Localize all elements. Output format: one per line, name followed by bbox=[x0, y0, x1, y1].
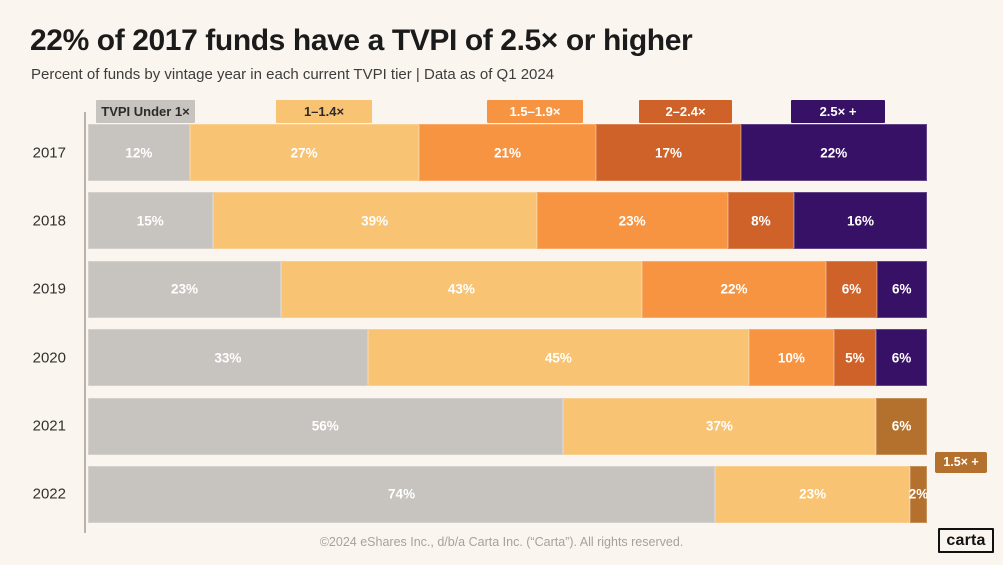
bar-segment: 6% bbox=[876, 260, 927, 318]
bar-segment: 22% bbox=[740, 124, 927, 181]
segment-value-label: 22% bbox=[820, 145, 848, 160]
year-label-2017: 2017 bbox=[32, 144, 66, 161]
segment-value-label: 43% bbox=[447, 281, 475, 297]
segment-value-label: 6% bbox=[891, 418, 912, 434]
segment-value-label: 22% bbox=[720, 281, 748, 297]
legend-chip-0: TVPI Under 1× bbox=[96, 100, 195, 123]
bar-segment: 43% bbox=[280, 260, 642, 318]
bar-segment: 27% bbox=[189, 124, 419, 181]
segment-value-label: 10% bbox=[777, 350, 805, 366]
segment-value-label: 45% bbox=[544, 350, 572, 366]
bar-segment: 2% bbox=[908, 465, 929, 523]
legend-chip-3: 2–2.4× bbox=[639, 100, 732, 123]
segment-value-label: 23% bbox=[170, 281, 198, 297]
carta-logo: carta bbox=[938, 528, 994, 553]
segment-value-label: 37% bbox=[705, 418, 733, 434]
bar-segment: 16% bbox=[794, 192, 927, 250]
copyright-footer: ©2024 eShares Inc., d/b/a Carta Inc. (“C… bbox=[319, 535, 684, 549]
segment-value-label: 15% bbox=[136, 213, 164, 229]
bar-row-2017: 2017 12% 27% 21% 17% 22% bbox=[33, 124, 927, 181]
bar-segment: 6% bbox=[876, 329, 927, 387]
bar-segment: 17% bbox=[596, 124, 741, 181]
year-label-2019: 2019 bbox=[32, 280, 66, 298]
segment-value-label: 5% bbox=[845, 350, 865, 366]
legend-chip-4: 2.5× + bbox=[791, 100, 885, 123]
bar-segment: 5% bbox=[833, 329, 877, 387]
bar-segment: 37% bbox=[562, 397, 877, 455]
bar-segment: 56% bbox=[88, 397, 563, 455]
bar-row-2022: 2022 74% 23% 2% bbox=[33, 465, 929, 523]
bar-segment: 45% bbox=[367, 329, 750, 387]
y-axis-line bbox=[84, 112, 86, 533]
bar-segment: 21% bbox=[418, 124, 597, 181]
bar-segment: 39% bbox=[212, 192, 537, 250]
legend-chip-1: 1–1.4× bbox=[276, 100, 372, 123]
segment-value-label: 33% bbox=[214, 350, 242, 366]
year-label-2021: 2021 bbox=[32, 417, 66, 435]
bar-segment: 10% bbox=[749, 329, 834, 387]
segment-value-label: 6% bbox=[841, 281, 862, 297]
bar-segment: 23% bbox=[715, 465, 911, 523]
segment-value-label: 12% bbox=[125, 145, 153, 160]
page-subtitle: Percent of funds by vintage year in each… bbox=[31, 66, 555, 83]
bar-row-2021: 2021 56% 37% 6% bbox=[33, 397, 927, 455]
legend-chip-15x-plus: 1.5× + bbox=[935, 452, 987, 473]
segment-value-label: 39% bbox=[361, 213, 389, 229]
bar-segment: 74% bbox=[88, 465, 716, 523]
segment-value-label: 8% bbox=[751, 213, 771, 229]
segment-value-label: 17% bbox=[654, 145, 683, 160]
year-label-2022: 2022 bbox=[32, 485, 66, 503]
segment-value-label: 74% bbox=[388, 486, 416, 502]
segment-value-label: 27% bbox=[290, 145, 318, 160]
bar-row-2018: 2018 15% 39% 23% 8% 16% bbox=[33, 192, 927, 250]
bar-segment: 15% bbox=[88, 192, 213, 250]
bar-segment: 23% bbox=[88, 260, 281, 318]
segment-value-label: 21% bbox=[493, 145, 521, 160]
bar-row-2019: 2019 23% 43% 22% 6% 6% bbox=[33, 260, 927, 318]
segment-value-label: 16% bbox=[847, 213, 875, 229]
bar-segment: 6% bbox=[876, 397, 927, 455]
segment-value-label: 2% bbox=[908, 486, 929, 502]
tvpi-stacked-bar-chart: 2017 12% 27% 21% 17% 22% 2018 15% 39% 23% 8% 16% 201… bbox=[33, 124, 929, 534]
segment-value-label: 6% bbox=[892, 281, 912, 297]
page-title: 22% of 2017 funds have a TVPI of 2.5× or… bbox=[30, 24, 693, 57]
bar-segment: 23% bbox=[536, 192, 728, 250]
bar-row-2020: 2020 33% 45% 10% 5% 6% bbox=[33, 329, 927, 387]
bar-segment: 22% bbox=[641, 260, 827, 318]
bar-segment: 6% bbox=[826, 260, 877, 318]
segment-value-label: 23% bbox=[799, 486, 827, 502]
segment-value-label: 23% bbox=[618, 213, 646, 229]
bar-segment: 33% bbox=[88, 329, 368, 387]
year-label-2020: 2020 bbox=[32, 349, 66, 367]
bar-segment: 8% bbox=[727, 192, 795, 250]
segment-value-label: 56% bbox=[311, 418, 339, 434]
year-label-2018: 2018 bbox=[32, 212, 66, 230]
legend-chip-2: 1.5–1.9× bbox=[487, 100, 583, 123]
bar-segment: 12% bbox=[88, 124, 190, 181]
segment-value-label: 6% bbox=[891, 350, 912, 366]
